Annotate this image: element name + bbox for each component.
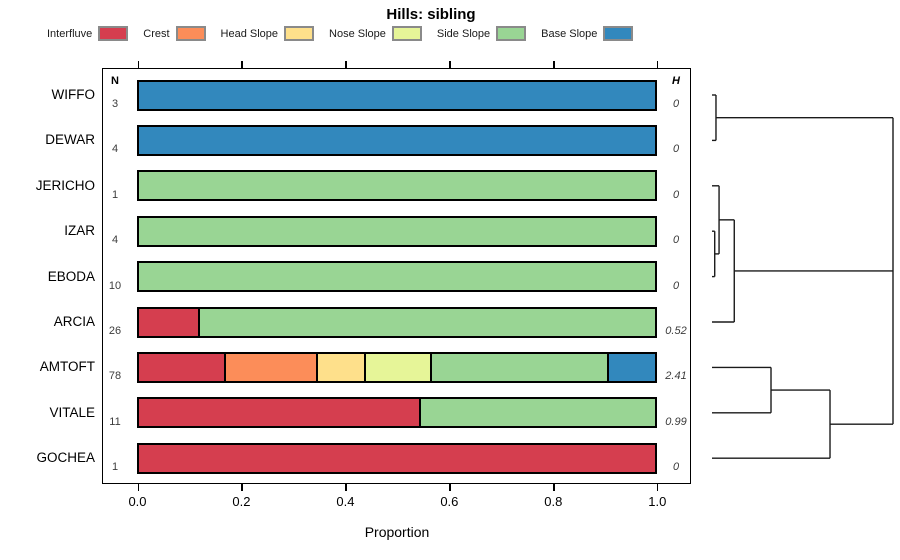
x-axis-tick-bottom <box>449 483 451 491</box>
x-axis-tick-top <box>345 60 347 68</box>
legend-label: Nose Slope <box>329 27 386 40</box>
bar <box>137 351 657 383</box>
row-label: EBODA <box>47 268 95 284</box>
x-axis-tick-top <box>241 60 243 68</box>
bar-segment-base-slope <box>139 81 655 109</box>
bar-segment-side-slope <box>139 263 655 291</box>
bar-segment-crest <box>225 353 319 381</box>
bar <box>137 261 657 293</box>
bar-segment-side-slope <box>432 353 610 381</box>
n-column-header: N <box>111 75 119 87</box>
legend-label: Base Slope <box>541 27 598 40</box>
bar-segment-base-slope <box>139 126 655 154</box>
row-label: VITALE <box>49 404 95 420</box>
legend-swatch <box>496 26 527 41</box>
row-label: WIFFO <box>51 87 96 102</box>
x-axis-tick-top <box>137 60 139 68</box>
bar <box>137 442 657 474</box>
bar-segment-interfluve <box>139 308 201 336</box>
x-axis-tick-bottom <box>137 483 139 491</box>
x-axis-label: Proportion <box>364 524 430 540</box>
bar-segment-side-slope <box>200 308 655 336</box>
h-value: 0 <box>672 98 680 110</box>
legend-swatch <box>284 26 315 41</box>
bar-segment-side-slope <box>421 399 655 427</box>
row-label: AMTOFT <box>39 359 95 375</box>
x-axis-tick-label: 1.0 <box>648 494 667 509</box>
bar <box>137 306 657 338</box>
legend-item: Crest <box>143 26 206 41</box>
legend-label: Crest <box>143 27 170 40</box>
row-label: DEWAR <box>45 132 95 148</box>
n-value: 4 <box>111 143 119 156</box>
legend-swatch <box>391 26 422 41</box>
x-axis-tick-bottom <box>553 483 555 491</box>
legend-item: Side Slope <box>436 26 527 41</box>
bar-segment-side-slope <box>139 217 655 245</box>
bar-segment-head-slope <box>318 353 366 381</box>
h-value: 0 <box>672 188 680 201</box>
n-value: 3 <box>111 98 119 110</box>
h-column-header: H <box>672 75 680 87</box>
bar <box>137 79 657 111</box>
row-label: JERICHO <box>35 177 95 193</box>
h-value: 0 <box>672 279 680 292</box>
legend-item: Nose Slope <box>329 26 422 41</box>
bar <box>137 124 657 156</box>
x-axis-tick-top <box>657 60 659 68</box>
x-axis-tick-bottom <box>345 483 347 491</box>
row-label: IZAR <box>64 223 95 239</box>
x-axis-tick-label: 0.6 <box>440 494 459 509</box>
x-axis-tick-top <box>449 60 451 68</box>
bar-segment-interfluve <box>139 444 655 472</box>
legend-swatch <box>603 26 634 41</box>
h-value: 0.52 <box>665 325 687 337</box>
legend-item: Head Slope <box>221 26 315 41</box>
bar-segment-interfluve <box>139 399 422 427</box>
n-value: 10 <box>108 279 122 292</box>
row-label: ARCIA <box>53 314 95 329</box>
n-value: 4 <box>111 234 119 247</box>
x-axis-tick-label: 0.0 <box>128 494 147 509</box>
n-value: 26 <box>108 325 122 337</box>
legend-label: Interfluve <box>47 27 93 40</box>
x-axis-tick-bottom <box>657 483 659 491</box>
bar-segment-base-slope <box>609 353 656 381</box>
x-axis-tick-label: 0.8 <box>544 494 563 509</box>
n-value: 1 <box>111 188 119 201</box>
legend-swatch <box>175 26 206 41</box>
h-value: 2.41 <box>665 370 687 383</box>
legend-item: Base Slope <box>541 26 634 41</box>
bar-segment-interfluve <box>139 353 226 381</box>
legend-swatch <box>98 26 129 41</box>
bar <box>137 170 657 202</box>
x-axis-tick-label: 0.4 <box>336 494 355 509</box>
n-value: 11 <box>109 415 121 428</box>
x-axis-tick-top <box>553 60 555 68</box>
legend-label: Head Slope <box>220 27 279 40</box>
h-value: 0 <box>672 143 680 156</box>
bar-segment-nose-slope <box>365 353 433 381</box>
h-value: 0.99 <box>665 415 687 428</box>
x-axis-tick-bottom <box>241 483 243 491</box>
legend: Interfluve Crest Head Slope Nose Slope Side … <box>47 26 634 41</box>
legend-label: Side Slope <box>436 27 491 40</box>
chart-title: Hills: sibling <box>386 6 476 23</box>
x-axis-tick-label: 0.2 <box>232 494 251 509</box>
n-value: 78 <box>108 370 122 383</box>
n-value: 1 <box>111 461 119 474</box>
bar <box>137 215 657 247</box>
h-value: 0 <box>672 234 680 247</box>
row-label: GOCHEA <box>36 450 95 466</box>
h-value: 0 <box>672 461 680 474</box>
bar-segment-side-slope <box>139 172 655 200</box>
bar <box>137 397 657 429</box>
legend-item: Interfluve <box>47 26 129 41</box>
